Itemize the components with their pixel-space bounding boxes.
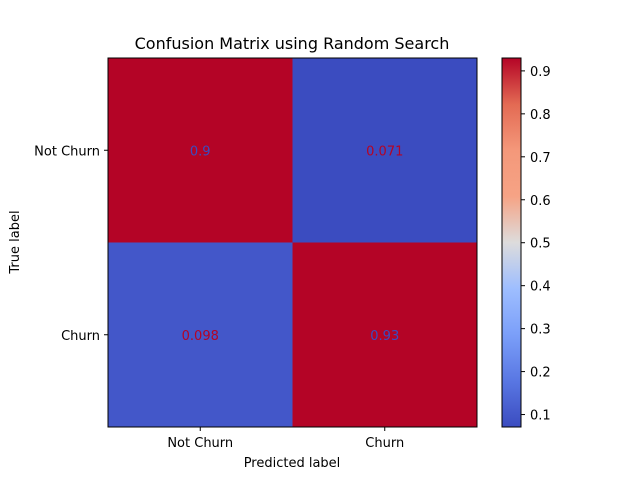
x-tick-label: Not Churn	[167, 436, 233, 451]
colorbar-tick-label: 0.7	[530, 151, 551, 166]
colorbar-tick-label: 0.9	[530, 65, 551, 80]
colorbar-tick-label: 0.6	[530, 194, 551, 209]
heatmap-cell	[108, 58, 293, 243]
y-tick-label: Not Churn	[34, 144, 100, 159]
colorbar-tick-label: 0.4	[530, 280, 551, 295]
y-tick-label: Churn	[61, 329, 100, 344]
colorbar-tick-label: 0.1	[530, 409, 551, 424]
colorbar-tick-label: 0.5	[530, 237, 551, 252]
colorbar-tick-label: 0.8	[530, 108, 551, 123]
cell-value-label: 0.9	[190, 144, 211, 159]
colorbar-tick-label: 0.3	[530, 323, 551, 338]
y-axis-ticks: Not Churn Churn	[34, 144, 108, 344]
chart-title: Confusion Matrix using Random Search	[135, 34, 450, 53]
heatmap-cell	[292, 242, 477, 427]
colorbar-tick-label: 0.2	[530, 366, 551, 381]
heatmap-cells: 0.9 0.071 0.098 0.93	[108, 58, 477, 427]
colorbar: 0.1 0.2 0.3 0.4 0.5 0.6 0.7 0.8 0.9	[501, 57, 551, 428]
colorbar-ticks: 0.1 0.2 0.3 0.4 0.5 0.6 0.7 0.8 0.9	[521, 65, 551, 424]
x-tick-label: Churn	[365, 436, 404, 451]
cell-value-label: 0.098	[182, 329, 219, 344]
cell-value-label: 0.93	[370, 329, 399, 344]
x-axis-ticks: Not Churn Churn	[167, 427, 404, 451]
x-axis-label: Predicted label	[244, 456, 341, 471]
cell-value-label: 0.071	[366, 144, 403, 159]
y-axis-label: True label	[8, 210, 23, 274]
colorbar-gradient	[501, 57, 522, 428]
plot-frame	[107, 57, 478, 428]
heatmap-cell	[108, 242, 293, 427]
heatmap-cell	[292, 58, 477, 243]
